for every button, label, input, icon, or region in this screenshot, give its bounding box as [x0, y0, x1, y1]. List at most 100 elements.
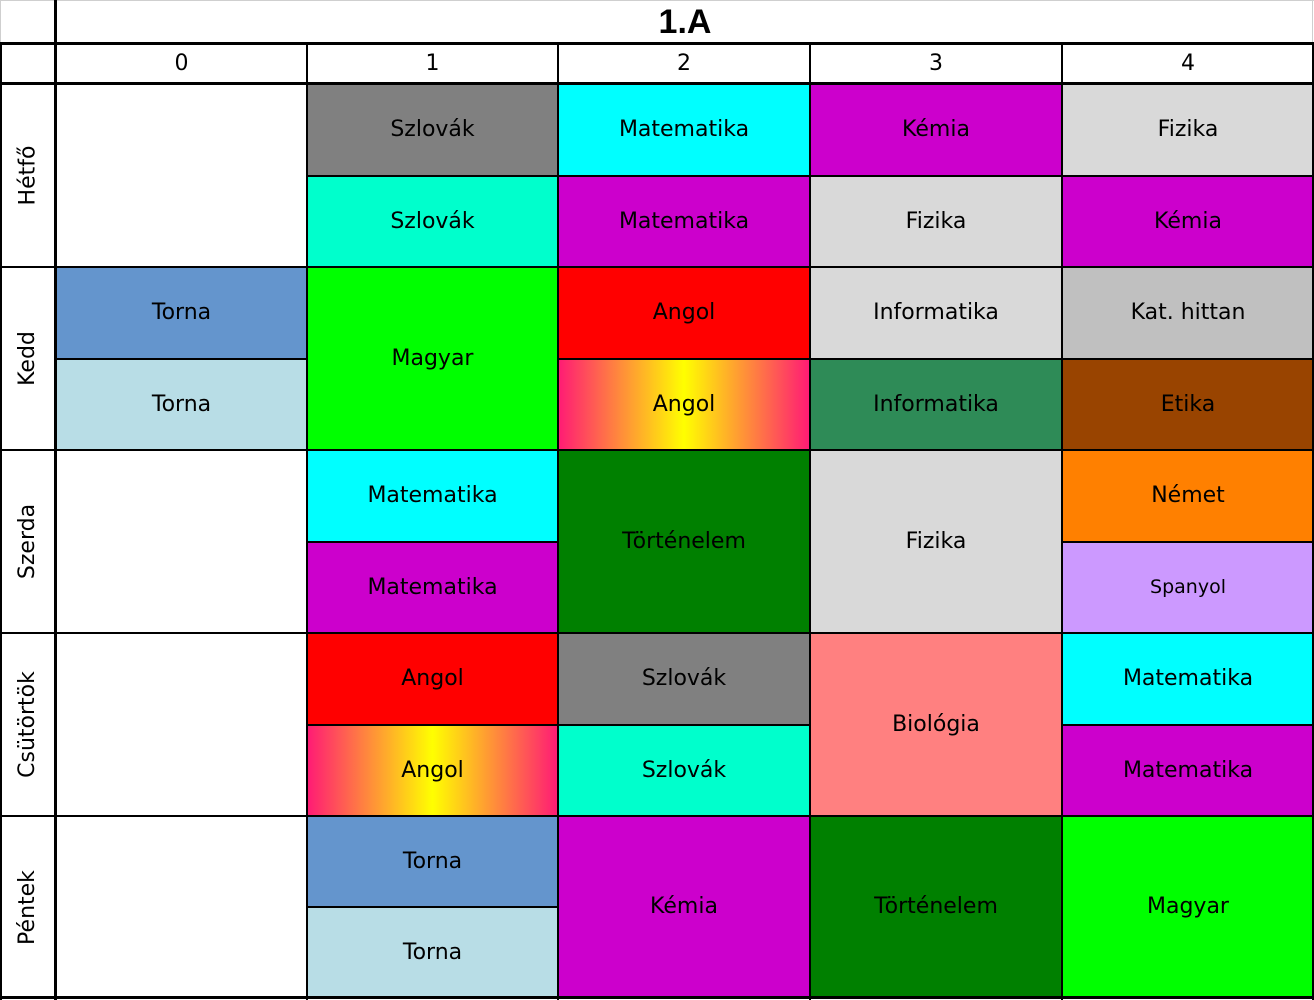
- day-border: [0, 632, 1314, 634]
- period-border: [809, 44, 811, 1000]
- lesson-cell[interactable]: Szlovák: [558, 725, 810, 816]
- period-header-1: 1: [425, 51, 440, 76]
- half-divider: [307, 906, 558, 908]
- lesson-cell[interactable]: Kémia: [1062, 176, 1314, 267]
- lesson-cell[interactable]: Torna: [56, 267, 307, 359]
- period-header-2: 2: [677, 51, 691, 76]
- header-border: [0, 82, 1314, 85]
- lesson-cell[interactable]: Kat. hittan: [1062, 267, 1314, 359]
- half-divider: [558, 175, 810, 177]
- day-header-4: Péntek: [0, 816, 55, 998]
- lesson-subject: Kémia: [902, 117, 970, 142]
- lesson-cell[interactable]: Történelem: [558, 450, 810, 633]
- lesson-cell[interactable]: Matematika: [558, 84, 810, 176]
- lesson-cell[interactable]: Magyar: [307, 267, 558, 450]
- lesson-cell[interactable]: Matematika: [558, 176, 810, 267]
- lesson-cell[interactable]: Matematika: [1062, 725, 1314, 816]
- lesson-cell[interactable]: Etika: [1062, 359, 1314, 450]
- lesson-cell[interactable]: Német: [1062, 450, 1314, 542]
- period-border: [557, 44, 559, 1000]
- day-border: [0, 815, 1314, 817]
- sheet-gridline: [0, 0, 1314, 1]
- table-bottom-border: [0, 996, 1314, 999]
- day-border: [0, 266, 1314, 268]
- lesson-cell[interactable]: Matematika: [1062, 633, 1314, 725]
- lesson-subject: Szlovák: [390, 208, 475, 234]
- day-header-2: Szerda: [0, 450, 55, 633]
- lesson-subject: Matematika: [367, 483, 498, 508]
- lesson-subject: Matematika: [1122, 666, 1254, 691]
- lesson-cell[interactable]: Biológia: [810, 633, 1062, 816]
- lesson-subject: Magyar: [391, 345, 474, 371]
- lesson-subject: Angol: [401, 666, 464, 691]
- left-border: [0, 44, 2, 1000]
- lesson-subject: Angol: [652, 300, 716, 325]
- lesson-subject: Torna: [402, 939, 463, 965]
- lesson-subject: Fizika: [1157, 117, 1219, 142]
- lesson-cell[interactable]: Kémia: [558, 816, 810, 998]
- lesson-cell[interactable]: Spanyol: [1062, 542, 1314, 633]
- day-label: Kedd: [14, 331, 40, 386]
- class-title: 1.A: [658, 2, 712, 41]
- lesson-cell[interactable]: Torna: [56, 359, 307, 450]
- lesson-subject: Szlovák: [641, 757, 727, 783]
- lesson-cell[interactable]: Kémia: [810, 84, 1062, 176]
- right-border: [1312, 44, 1314, 1000]
- lesson-subject: Matematika: [1122, 757, 1254, 783]
- day-header-1: Kedd: [0, 267, 55, 450]
- sheet-gridline: [0, 0, 1, 44]
- lesson-subject: Etika: [1160, 391, 1216, 417]
- lesson-subject: Fizika: [905, 528, 967, 554]
- period-border: [306, 44, 308, 1000]
- lesson-subject: Torna: [151, 300, 212, 325]
- day-label: Péntek: [15, 869, 40, 945]
- lesson-cell[interactable]: Torna: [307, 907, 558, 998]
- lesson-cell[interactable]: Fizika: [810, 176, 1062, 267]
- title-border: [0, 42, 1314, 45]
- lesson-cell[interactable]: Magyar: [1062, 816, 1314, 998]
- lesson-cell[interactable]: Angol: [558, 359, 810, 450]
- lesson-subject: Torna: [402, 848, 463, 874]
- lesson-subject: Fizika: [905, 208, 967, 234]
- lesson-cell[interactable]: Történelem: [810, 816, 1062, 998]
- lesson-cell[interactable]: Informatika: [810, 359, 1062, 450]
- lesson-cell[interactable]: Szlovák: [307, 84, 558, 176]
- lesson-cell[interactable]: Matematika: [307, 450, 558, 542]
- lesson-cell[interactable]: Angol: [558, 267, 810, 359]
- lesson-subject: Biológia: [892, 711, 980, 737]
- day-label: Szerda: [15, 503, 40, 580]
- lesson-cell[interactable]: Fizika: [810, 450, 1062, 633]
- half-divider: [810, 175, 1062, 177]
- lesson-subject: Informatika: [873, 391, 999, 417]
- day-header-0: Hétfő: [0, 84, 55, 267]
- lesson-subject: Magyar: [1147, 894, 1229, 919]
- lesson-subject: Spanyol: [1150, 576, 1226, 598]
- lesson-cell[interactable]: Informatika: [810, 267, 1062, 359]
- half-divider: [307, 541, 558, 543]
- lesson-cell[interactable]: Matematika: [307, 542, 558, 633]
- period-border: [1061, 44, 1063, 1000]
- lesson-cell[interactable]: Torna: [307, 816, 558, 907]
- lesson-cell[interactable]: Szlovák: [307, 176, 558, 267]
- half-divider: [1062, 358, 1314, 360]
- lesson-subject: Matematika: [367, 574, 498, 600]
- lesson-subject: Informatika: [873, 300, 999, 325]
- half-divider: [558, 724, 810, 726]
- lesson-subject: Történelem: [874, 894, 998, 919]
- day-label: Csütörtök: [15, 671, 41, 778]
- row-header-border: [54, 0, 57, 1000]
- lesson-cell[interactable]: Angol: [307, 725, 558, 816]
- lesson-cell[interactable]: Angol: [307, 633, 558, 725]
- half-divider: [1062, 541, 1314, 543]
- lesson-subject: Angol: [652, 391, 716, 417]
- half-divider: [810, 358, 1062, 360]
- lesson-subject: Matematika: [618, 208, 750, 234]
- lesson-subject: Angol: [401, 757, 464, 783]
- half-divider: [1062, 175, 1314, 177]
- half-divider: [558, 358, 810, 360]
- lesson-cell[interactable]: Fizika: [1062, 84, 1314, 176]
- lesson-cell[interactable]: Szlovák: [558, 633, 810, 725]
- lesson-subject: Történelem: [622, 528, 746, 554]
- period-header-0: 0: [174, 51, 189, 76]
